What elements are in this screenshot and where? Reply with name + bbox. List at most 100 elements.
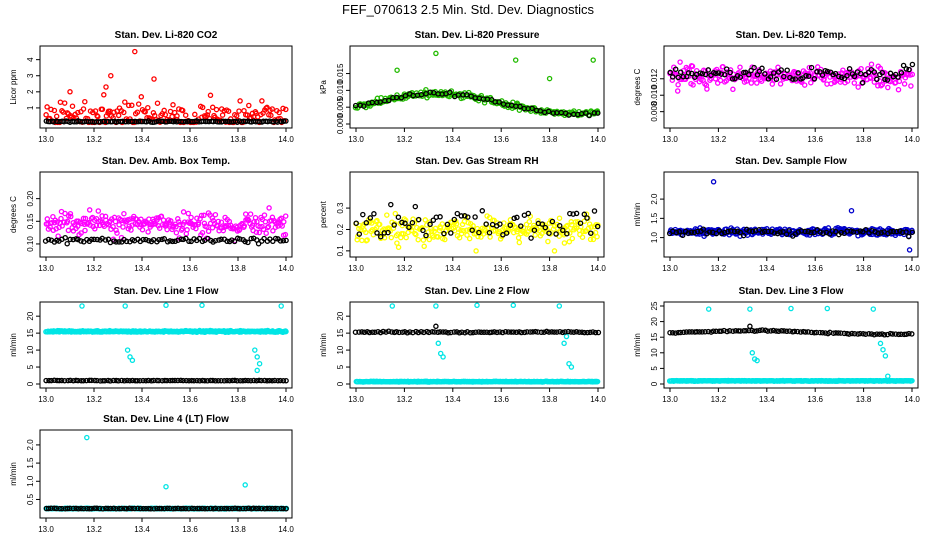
data-point: [53, 505, 60, 512]
data-point: [730, 86, 736, 93]
data-point: [212, 211, 219, 218]
data-point: [802, 228, 808, 235]
data-point: [737, 74, 744, 80]
data-point: [546, 75, 553, 82]
data-point: [229, 505, 235, 512]
data-point: [110, 377, 117, 384]
data-point: [676, 228, 682, 235]
data-point: [256, 377, 262, 384]
data-point: [174, 113, 180, 119]
data-point: [567, 210, 573, 217]
y-tick-label: 0.010: [650, 85, 659, 106]
data-point: [91, 505, 98, 512]
x-tick-label: 13.4: [759, 395, 775, 404]
data-point: [264, 378, 270, 384]
x-tick-label: 13.0: [38, 395, 54, 404]
plot-frame: [663, 171, 919, 258]
page-title: FEF_070613 2.5 Min. Std. Dev. Diagnostic…: [342, 2, 594, 17]
data-point: [901, 81, 908, 87]
data-point: [531, 227, 538, 233]
data-point: [530, 329, 536, 335]
data-point: [704, 86, 710, 92]
x-tick-label: 13.6: [182, 135, 198, 144]
data-point: [795, 229, 802, 235]
data-point: [463, 227, 470, 233]
data-point: [361, 103, 367, 109]
data-point: [266, 505, 273, 512]
data-point: [851, 80, 858, 86]
data-point: [773, 76, 780, 83]
data-point: [824, 305, 831, 312]
data-point: [161, 236, 168, 242]
data-point: [402, 92, 409, 99]
data-point: [278, 215, 285, 222]
data-point: [175, 505, 181, 512]
panel-title: Stan. Dev. Li-820 Temp.: [736, 30, 847, 41]
data-point: [168, 218, 174, 224]
data-point: [426, 236, 433, 243]
data-point: [559, 329, 566, 336]
panel-title: Stan. Dev. Line 2 Flow: [425, 286, 530, 297]
data-point: [356, 231, 363, 237]
data-point: [808, 64, 815, 71]
data-point: [694, 228, 701, 235]
data-point: [426, 329, 432, 336]
data-point: [517, 103, 523, 110]
data-point: [242, 377, 249, 384]
data-point: [223, 505, 230, 512]
data-point: [409, 227, 415, 233]
data-point: [848, 207, 855, 214]
x-tick-label: 14.0: [590, 395, 606, 404]
data-point: [64, 218, 71, 225]
data-point: [569, 222, 575, 228]
data-point: [594, 233, 600, 240]
x-tick-label: 13.4: [759, 135, 775, 144]
data-point: [549, 218, 556, 225]
data-point: [699, 329, 705, 335]
data-point: [75, 109, 81, 116]
data-point: [80, 215, 87, 222]
data-point: [186, 238, 192, 245]
data-point: [890, 228, 897, 235]
data-point: [261, 377, 268, 384]
data-point: [253, 505, 260, 512]
data-point: [526, 218, 533, 225]
data-point: [221, 378, 228, 384]
x-tick-label: 13.2: [711, 395, 727, 404]
data-point: [46, 377, 52, 384]
y-tick-label: 2.0: [26, 439, 35, 451]
data-point: [906, 66, 912, 73]
data-point: [805, 228, 811, 235]
data-point: [156, 236, 162, 243]
data-point: [100, 506, 106, 512]
data-point: [786, 328, 793, 334]
data-point: [278, 505, 284, 512]
data-point: [889, 331, 896, 337]
data-point: [79, 303, 85, 309]
data-point: [160, 217, 167, 223]
data-point: [245, 239, 251, 246]
data-point: [456, 330, 463, 336]
data-point: [280, 105, 286, 112]
data-point: [167, 238, 173, 244]
data-point: [777, 81, 784, 87]
data-point: [391, 222, 397, 228]
x-tick-label: 13.2: [711, 135, 727, 144]
data-point: [494, 329, 500, 336]
data-point: [94, 236, 100, 243]
data-point: [173, 229, 180, 236]
data-point: [43, 112, 49, 118]
y-tick-label: 1.0: [650, 231, 659, 243]
data-point: [677, 69, 684, 75]
data-point: [508, 329, 514, 335]
data-point: [737, 328, 744, 334]
data-point: [532, 232, 538, 238]
data-point: [791, 328, 798, 335]
data-point: [465, 214, 471, 220]
data-point: [283, 106, 289, 113]
data-point: [169, 113, 175, 120]
data-point: [571, 329, 577, 335]
data-point: [472, 329, 479, 335]
data-point: [263, 230, 269, 236]
data-point: [396, 329, 402, 336]
